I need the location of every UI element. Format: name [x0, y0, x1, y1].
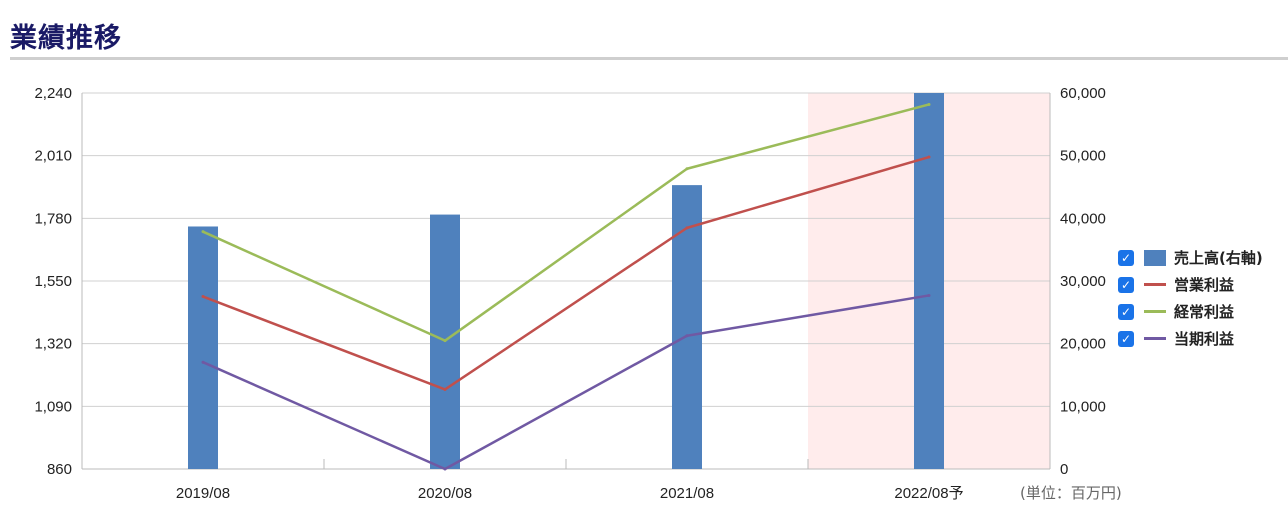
legend-label-sales: 売上高(右軸): [1174, 249, 1263, 267]
bar-sales: [672, 185, 702, 469]
right-axis-tick-label: 40,000: [1060, 210, 1106, 227]
line-point: [443, 339, 447, 343]
line-point: [443, 467, 447, 471]
line-series-2: [202, 294, 930, 471]
legend-label-net-profit: 当期利益: [1174, 330, 1235, 348]
line-point: [927, 155, 931, 159]
checkbox-icon[interactable]: ✓: [1118, 303, 1134, 320]
line-point: [927, 102, 931, 106]
bar-sales: [914, 93, 944, 469]
line-point: [685, 334, 689, 338]
line-point: [443, 387, 447, 391]
checkbox-icon[interactable]: ✓: [1118, 276, 1134, 293]
legend-item-net-profit[interactable]: ✓ 当期利益: [1118, 325, 1263, 352]
legend-item-ordinary-profit[interactable]: ✓ 経常利益: [1118, 298, 1263, 325]
x-axis-category-label: 2019/08: [176, 485, 230, 502]
bar-sales: [188, 226, 218, 469]
page-title: 業績推移: [10, 23, 122, 54]
left-axis-tick-label: 860: [47, 461, 72, 478]
left-axis-tick-label: 2,010: [34, 148, 72, 165]
x-axis-category-label: 2020/08: [418, 485, 472, 502]
line-point: [201, 230, 205, 234]
legend-item-operating-profit[interactable]: ✓ 営業利益: [1118, 271, 1263, 298]
x-axis-category-label: 2021/08: [660, 485, 714, 502]
line-series-0: [202, 155, 930, 391]
right-axis-tick-label: 10,000: [1060, 398, 1106, 415]
left-axis-tick-label: 1,550: [34, 273, 72, 290]
legend-item-sales[interactable]: ✓ 売上高(右軸): [1118, 244, 1263, 271]
legend-label-ordinary-profit: 経常利益: [1174, 303, 1235, 321]
line-point: [201, 360, 205, 364]
unit-note: (単位：百万円): [1020, 484, 1122, 502]
left-axis-tick-label: 1,780: [34, 210, 72, 227]
left-axis-tick-label: 1,090: [34, 398, 72, 415]
title-divider: [10, 57, 1288, 60]
right-axis-tick-label: 30,000: [1060, 273, 1106, 290]
line-point: [927, 293, 931, 297]
right-axis-tick-label: 60,000: [1060, 85, 1106, 102]
line-point: [201, 295, 205, 299]
legend-swatch-net-profit: [1144, 337, 1166, 340]
legend-swatch-operating-profit: [1144, 283, 1166, 286]
right-axis-tick-label: 20,000: [1060, 336, 1106, 353]
left-axis-tick-label: 2,240: [34, 85, 72, 102]
line-point: [685, 167, 689, 171]
checkbox-icon[interactable]: ✓: [1118, 249, 1134, 266]
legend-swatch-ordinary-profit: [1144, 310, 1166, 313]
checkbox-icon[interactable]: ✓: [1118, 330, 1134, 347]
right-axis-tick-label: 50,000: [1060, 148, 1106, 165]
legend-label-operating-profit: 営業利益: [1174, 276, 1235, 294]
legend: ✓ 売上高(右軸) ✓ 営業利益 ✓ 経常利益 ✓ 当期利益: [1118, 244, 1263, 352]
left-axis-tick-label: 1,320: [34, 336, 72, 353]
legend-swatch-sales: [1144, 249, 1166, 266]
line-point: [685, 226, 689, 230]
x-axis-category-label: 2022/08予: [894, 485, 963, 502]
line-series-1: [202, 103, 930, 342]
right-axis-tick-label: 0: [1060, 461, 1068, 478]
